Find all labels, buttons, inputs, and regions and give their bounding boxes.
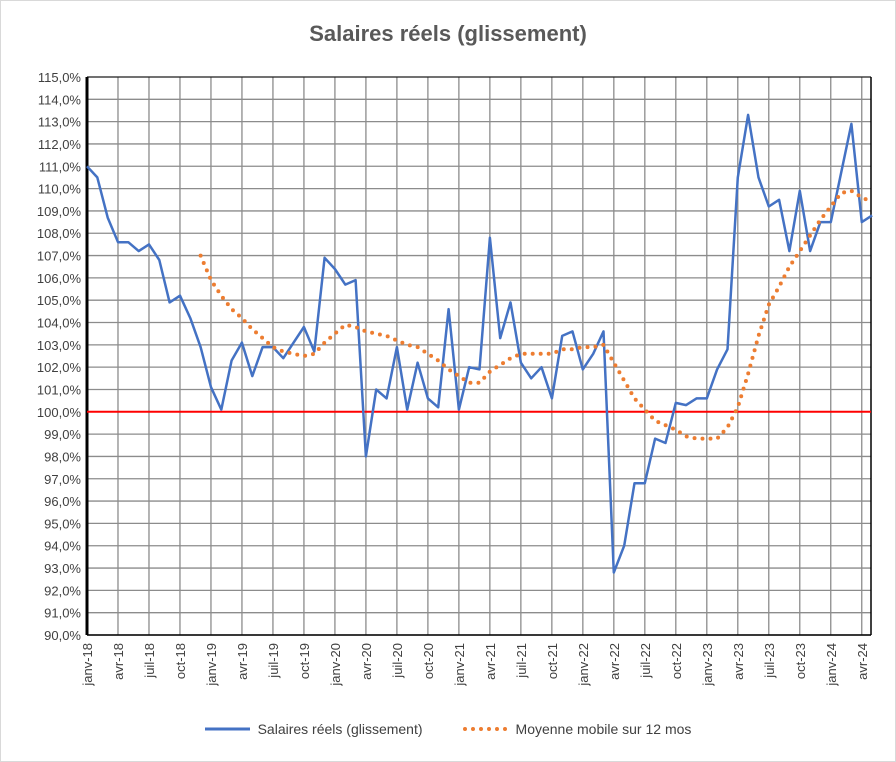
y-tick-label: 112,0%	[38, 137, 82, 152]
x-tick-label: janv-23	[700, 643, 715, 687]
y-tick-label: 108,0%	[37, 226, 82, 241]
x-tick-label: janv-21	[452, 643, 467, 687]
y-tick-label: 111,0%	[39, 159, 82, 174]
x-tick-label: oct-20	[421, 643, 436, 679]
x-tick-label: avr-18	[111, 643, 126, 680]
y-tick-label: 113,0%	[38, 115, 82, 130]
x-tick-label: avr-19	[235, 643, 250, 680]
x-tick-label: janv-22	[576, 643, 591, 687]
y-tick-label: 92,0%	[44, 583, 81, 598]
y-tick-label: 99,0%	[44, 427, 81, 442]
series-line-moyenne-mobile	[198, 188, 875, 441]
y-tick-label: 97,0%	[44, 472, 81, 487]
y-tick-label: 114,0%	[38, 92, 82, 107]
x-tick-label: oct-18	[173, 643, 188, 679]
legend-label: Moyenne mobile sur 12 mos	[515, 721, 692, 737]
y-tick-label: 100,0%	[37, 405, 82, 420]
x-tick-label: avr-20	[359, 643, 374, 680]
legend-line-dotted-icon	[462, 727, 508, 731]
y-tick-label: 103,0%	[37, 338, 82, 353]
legend-label: Salaires réels (glissement)	[257, 721, 423, 737]
x-tick-label: juil-18	[142, 643, 157, 679]
x-tick-label: oct-19	[297, 643, 312, 679]
y-tick-label: 109,0%	[37, 204, 82, 219]
y-tick-label: 98,0%	[44, 449, 81, 464]
series-line-salaires	[86, 113, 873, 574]
y-tick-label: 115,0%	[38, 70, 82, 85]
x-tick-label: juil-20	[390, 643, 405, 679]
y-tick-label: 110,0%	[38, 182, 82, 197]
y-tick-label: 96,0%	[44, 494, 81, 509]
y-tick-label: 94,0%	[44, 539, 81, 554]
legend-item-salaires: Salaires réels (glissement)	[204, 721, 423, 737]
y-tick-label: 105,0%	[37, 293, 82, 308]
x-tick-label: janv-18	[80, 643, 95, 687]
x-tick-label: janv-19	[204, 643, 219, 687]
legend-line-solid-icon	[204, 727, 250, 731]
x-tick-label: juil-21	[514, 643, 529, 679]
x-tick-label: janv-20	[328, 643, 343, 687]
y-tick-label: 93,0%	[44, 561, 81, 576]
y-tick-label: 91,0%	[44, 606, 81, 621]
y-tick-label: 104,0%	[37, 316, 82, 331]
x-tick-label: janv-24	[824, 643, 839, 687]
y-tick-label: 102,0%	[37, 360, 82, 375]
y-tick-label: 95,0%	[44, 516, 81, 531]
x-tick-label: oct-21	[545, 643, 560, 679]
x-tick-label: oct-23	[793, 643, 808, 679]
y-tick-label: 101,0%	[37, 382, 82, 397]
x-tick-label: avr-21	[483, 643, 498, 680]
x-tick-label: juil-19	[266, 643, 281, 679]
chart-title: Salaires réels (glissement)	[309, 21, 587, 46]
x-tick-label: juil-23	[762, 643, 777, 679]
legend-item-moyenne: Moyenne mobile sur 12 mos	[462, 721, 692, 737]
y-tick-label: 107,0%	[37, 249, 82, 264]
x-tick-label: avr-23	[731, 643, 746, 680]
x-tick-label: juil-22	[638, 643, 653, 679]
y-tick-label: 90,0%	[44, 628, 81, 643]
x-tick-label: avr-24	[855, 643, 870, 680]
x-tick-label: avr-22	[607, 643, 622, 680]
x-tick-label: oct-22	[669, 643, 684, 679]
legend: Salaires réels (glissement) Moyenne mobi…	[1, 721, 895, 737]
y-tick-label: 106,0%	[37, 271, 82, 286]
